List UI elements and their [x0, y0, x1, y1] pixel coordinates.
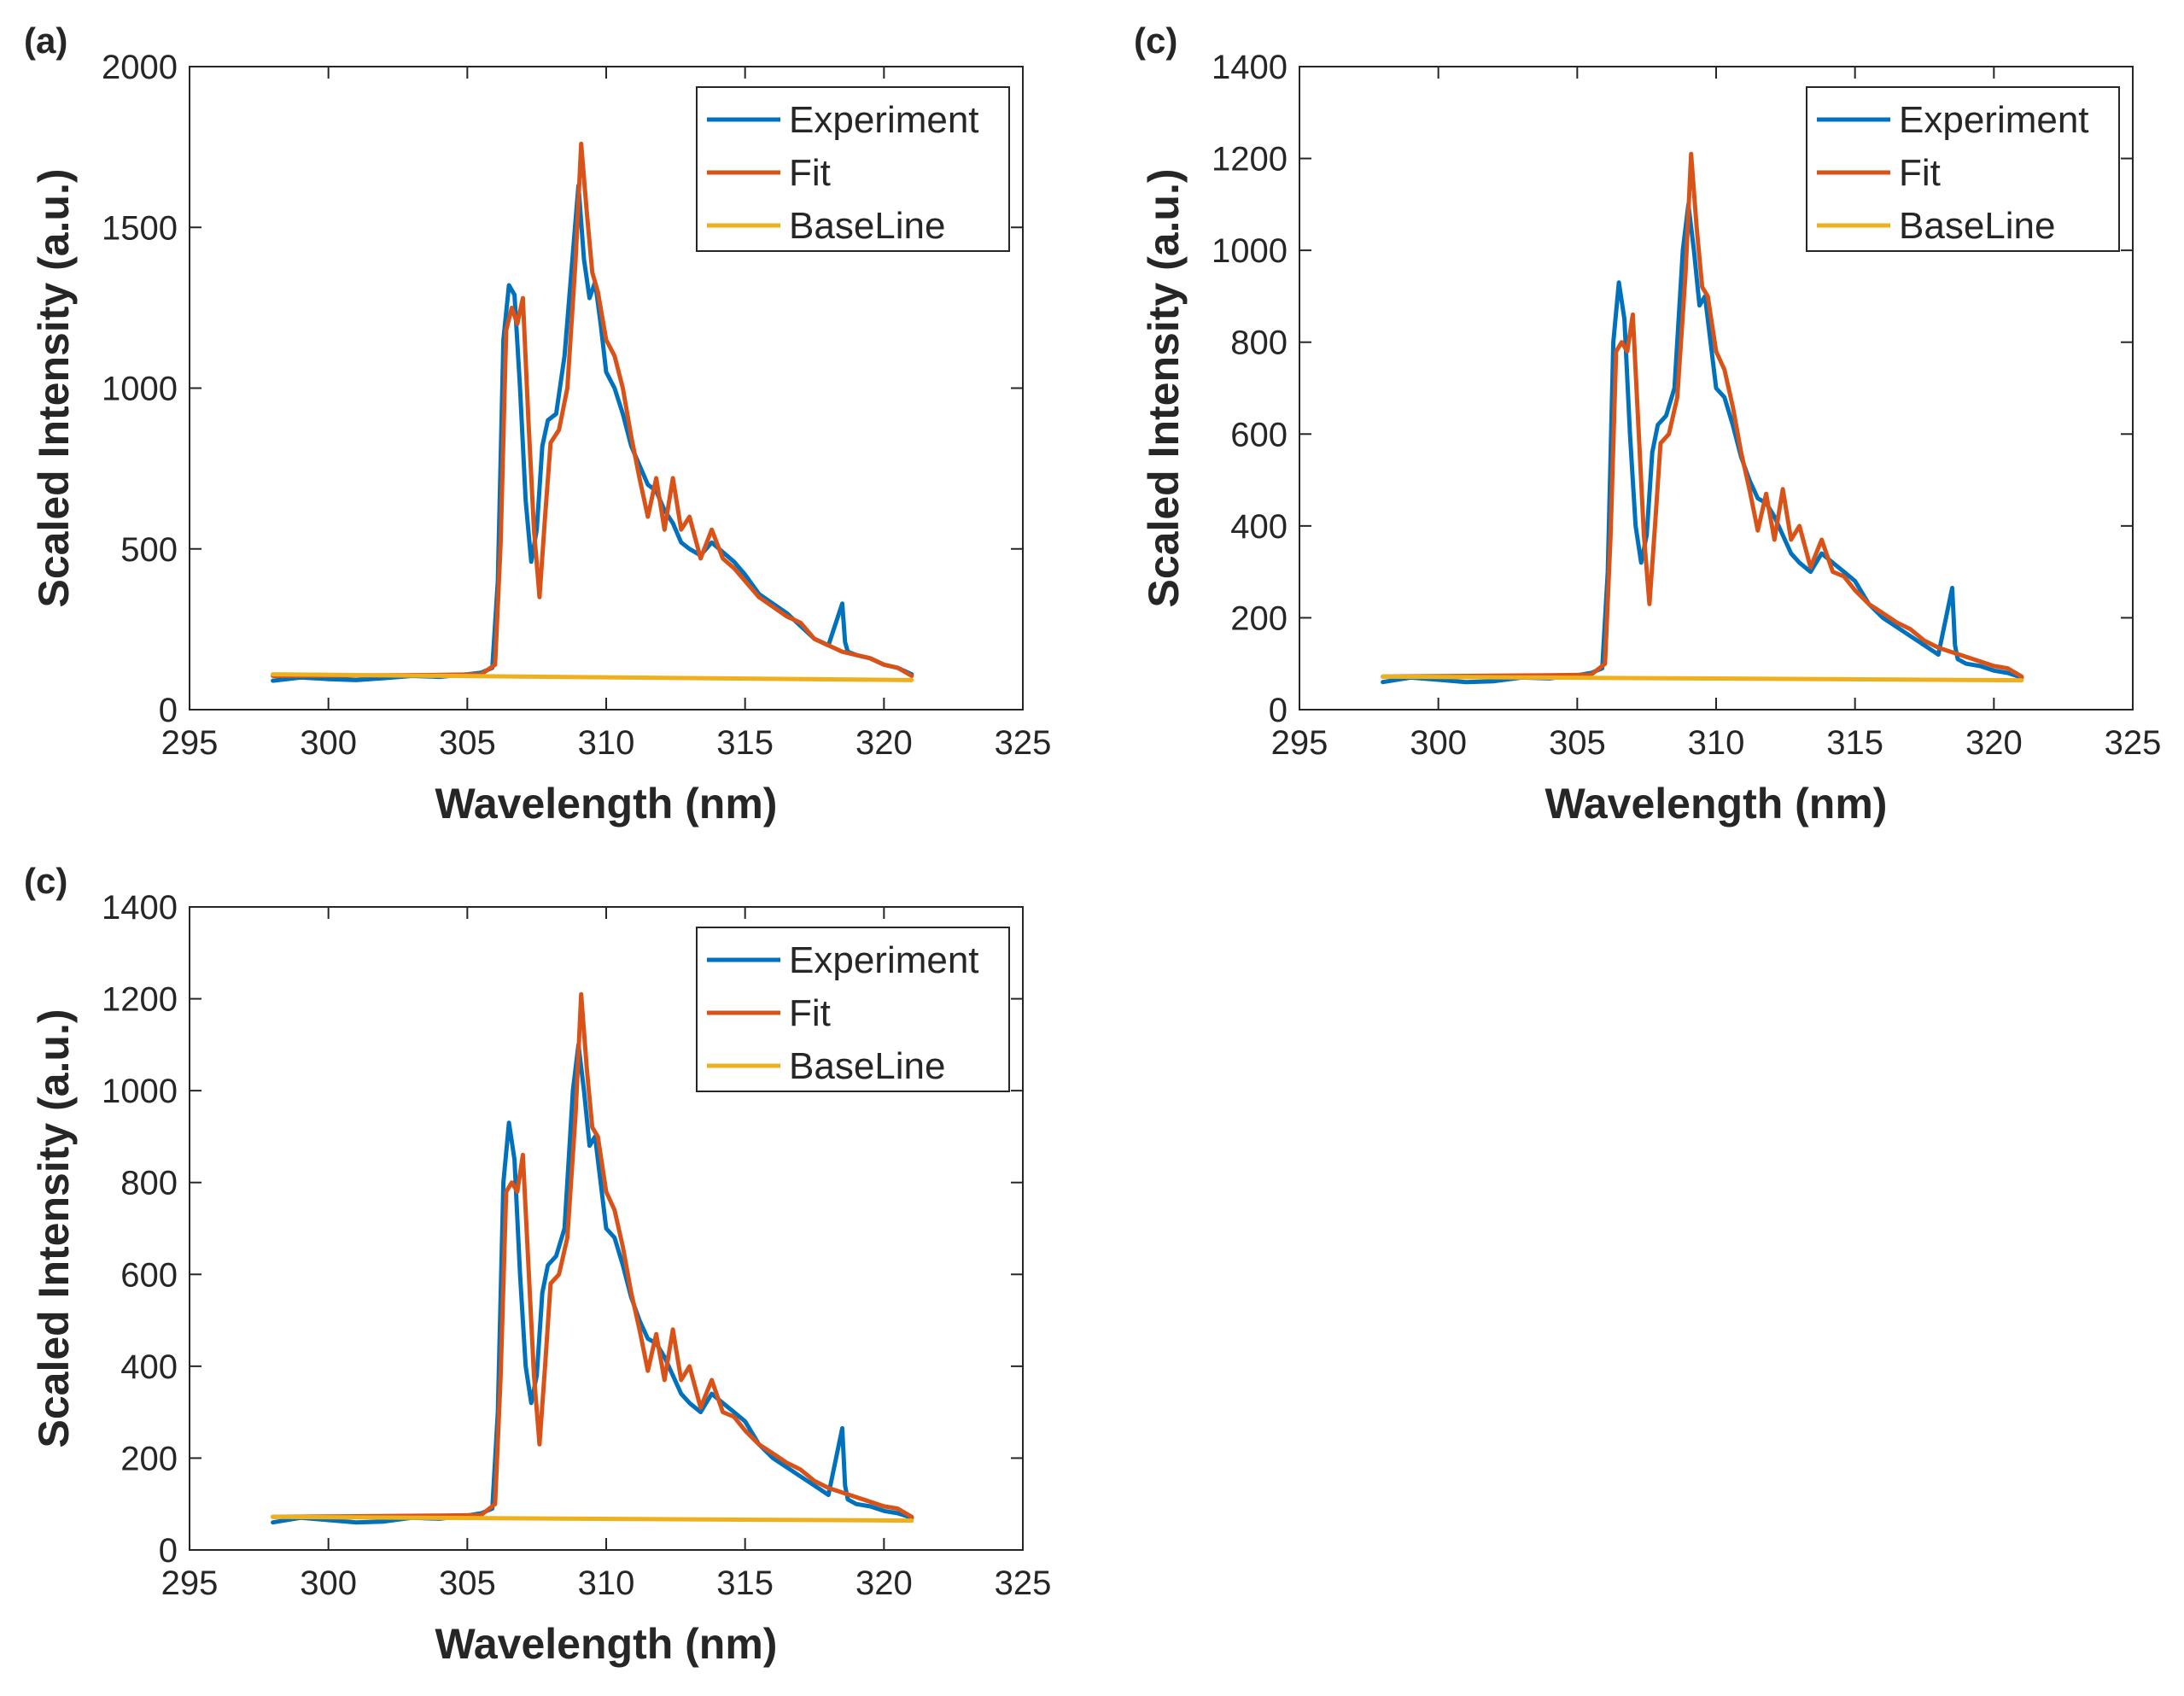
legend: Experiment Fit BaseLine: [1806, 86, 2120, 252]
x-tick-label: 320: [855, 724, 913, 762]
x-tick-label: 310: [578, 724, 635, 762]
x-axis-title: Wavelength (nm): [435, 1620, 778, 1668]
x-tick-label: 315: [1826, 724, 1883, 762]
y-tick-label: 500: [120, 531, 178, 569]
y-tick-label: 1000: [102, 371, 178, 408]
y-tick-label: 2000: [102, 49, 178, 86]
x-tick-label: 325: [995, 724, 1052, 762]
series-group: [1381, 151, 2024, 685]
y-tick-label: 400: [120, 1348, 178, 1386]
series-line-fit: [271, 991, 914, 1519]
x-tick-label: 320: [1965, 724, 2023, 762]
series-line-baseline: [271, 672, 914, 682]
x-tick-label: 325: [995, 1564, 1052, 1602]
y-axis-title: Scaled Intensity (a.u.): [1140, 168, 1188, 607]
chart-panel-2: (c) 295 300 305 310 315 320 325 0 200 400 600 800 100…: [24, 861, 1051, 1668]
x-axis-title: Wavelength (nm): [435, 780, 778, 828]
series-line-baseline: [271, 1514, 914, 1523]
x-tick-label: 305: [439, 1564, 496, 1602]
y-tick-label: 1000: [1212, 232, 1288, 270]
x-tick-label: 320: [855, 1564, 913, 1602]
series-line-fit: [1381, 151, 2024, 679]
y-tick-label: 600: [1230, 416, 1288, 453]
x-tick-label: 315: [716, 1564, 774, 1602]
y-tick-label: 200: [1230, 599, 1288, 637]
y-tick-label: 1200: [102, 981, 178, 1019]
y-tick-label: 0: [159, 692, 178, 729]
series-group: [271, 991, 914, 1525]
y-axis-title: Scaled Intensity (a.u.): [30, 1009, 78, 1447]
legend-label: Experiment: [789, 939, 979, 981]
legend-label: Fit: [789, 152, 831, 194]
panel-label: (a): [24, 20, 67, 61]
y-tick-label: 800: [120, 1165, 178, 1202]
series-line-baseline: [1381, 674, 2024, 683]
x-tick-label: 295: [161, 1564, 219, 1602]
y-tick-label: 1500: [102, 209, 178, 247]
y-tick-label: 0: [159, 1532, 178, 1570]
x-tick-label: 325: [2105, 724, 2162, 762]
legend-label: BaseLine: [789, 1045, 945, 1087]
x-tick-label: 300: [300, 724, 357, 762]
chart-panel-0: (a) 295 300 305 310 315 320 325 0 500 1000 1500 2000…: [24, 20, 1051, 828]
y-tick-label: 1400: [102, 889, 178, 927]
x-tick-label: 305: [1549, 724, 1606, 762]
y-tick-label: 600: [120, 1256, 178, 1294]
y-tick-label: 1200: [1212, 141, 1288, 178]
legend: Experiment Fit BaseLine: [696, 927, 1010, 1092]
legend-label: BaseLine: [789, 205, 945, 247]
x-tick-label: 295: [1271, 724, 1329, 762]
x-axis-title: Wavelength (nm): [1545, 780, 1888, 828]
x-tick-label: 310: [578, 1564, 635, 1602]
y-tick-label: 800: [1230, 325, 1288, 362]
y-tick-label: 400: [1230, 508, 1288, 546]
y-tick-label: 1000: [102, 1073, 178, 1110]
x-tick-label: 295: [161, 724, 219, 762]
panel-label: (c): [24, 861, 67, 901]
x-tick-label: 300: [300, 1564, 357, 1602]
legend-label: Experiment: [1899, 99, 2089, 141]
legend-label: Fit: [789, 992, 831, 1034]
legend-label: BaseLine: [1899, 205, 2055, 247]
panel-label: (c): [1134, 20, 1177, 61]
series-group: [271, 141, 914, 683]
y-tick-label: 0: [1269, 692, 1288, 729]
legend-label: Fit: [1899, 152, 1941, 194]
legend-label: Experiment: [789, 99, 979, 141]
x-tick-label: 300: [1410, 724, 1467, 762]
y-tick-label: 1400: [1212, 49, 1288, 86]
chart-panel-1: (c) 295 300 305 310 315 320 325 0 200 400 600 800 100…: [1134, 20, 2161, 828]
x-tick-label: 310: [1688, 724, 1745, 762]
y-tick-label: 200: [120, 1440, 178, 1477]
legend: Experiment Fit BaseLine: [696, 86, 1010, 252]
chart-panels: (a)295 300 305 310 315 320 3250500100015002000…: [24, 20, 2161, 1668]
y-axis-title: Scaled Intensity (a.u.): [30, 168, 78, 607]
series-line-fit: [271, 141, 914, 678]
x-tick-label: 315: [716, 724, 774, 762]
x-tick-label: 305: [439, 724, 496, 762]
